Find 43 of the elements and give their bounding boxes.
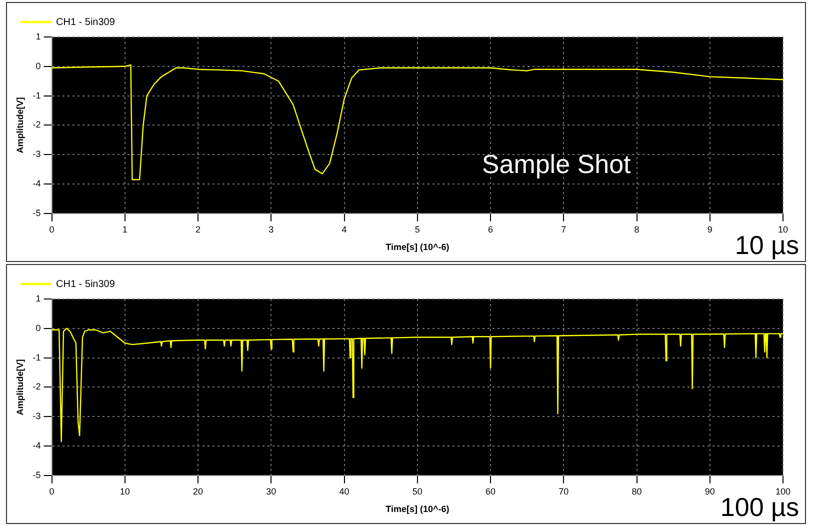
x-tick-label: 20 [193,486,204,496]
x-tick-label: 30 [266,486,276,496]
x-tick-label: 80 [632,486,642,496]
x-tick-label: 7 [561,224,566,234]
x-tick-label: 100 [775,486,791,496]
x-tick-label: 40 [339,486,350,496]
y-tick-label: 0 [36,322,41,333]
y-tick-label: 1 [36,31,41,42]
y-tick-label: -4 [32,440,41,450]
y-axis-title: Amplitude[V] [14,359,25,416]
x-tick-label: 6 [488,224,494,234]
legend-label: CH1 - 5in309 [56,16,116,28]
y-tick-label: 1 [36,293,41,304]
y-tick-label: -1 [32,352,41,362]
y-tick-label: -5 [32,470,41,480]
x-tick-label: 8 [634,224,640,234]
x-tick-label: 10 [120,486,130,496]
x-axis-title: Time[s] (10^-6) [386,242,450,252]
x-tick-label: 1 [122,224,128,234]
x-tick-label: 9 [707,224,712,234]
y-tick-label: -3 [32,411,41,422]
y-axis-title: Amplitude[V] [14,97,25,154]
x-tick-label: 70 [558,486,569,496]
y-tick-label: 0 [36,60,41,71]
x-tick-label: 4 [342,224,347,234]
x-tick-label: 50 [412,486,422,496]
x-tick-label: 0 [49,486,54,496]
y-tick-label: -3 [32,149,41,160]
x-axis-title: Time[s] (10^-6) [386,504,450,514]
x-tick-label: 3 [268,224,274,234]
y-tick-label: -1 [32,90,41,100]
annotation: Sample Shot [482,148,632,179]
legend-label: CH1 - 5in309 [56,278,116,290]
y-tick-label: -4 [32,178,41,188]
x-tick-label: 90 [704,486,715,496]
y-tick-label: -2 [32,382,41,392]
x-tick-label: 5 [414,224,420,234]
x-tick-label: 10 [778,224,788,234]
y-tick-label: -5 [32,208,41,218]
x-tick-label: 60 [486,486,496,496]
y-tick-label: -2 [32,120,41,130]
x-tick-label: 2 [196,224,201,234]
x-tick-label: 0 [49,224,54,234]
